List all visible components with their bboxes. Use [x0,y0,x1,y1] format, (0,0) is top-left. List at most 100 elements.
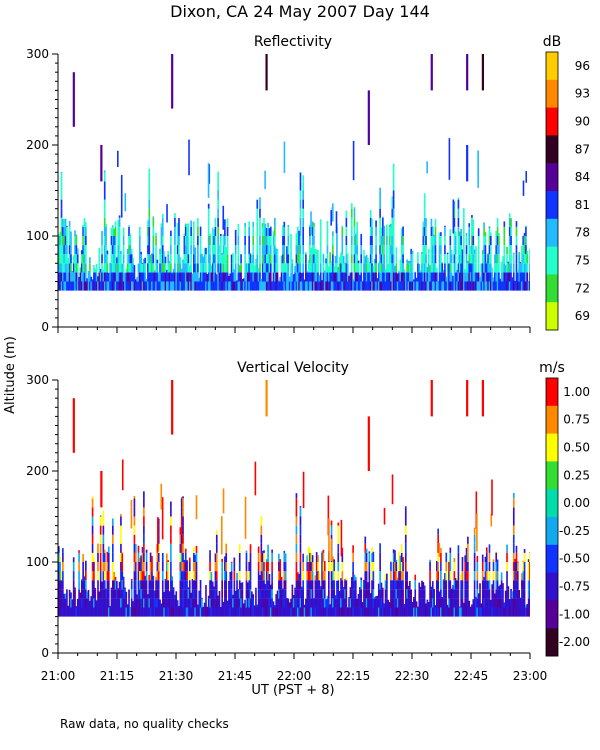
echo-cell [345,272,348,282]
echo-cell [368,551,371,553]
echo-cell [124,598,126,608]
echo-cell [314,281,317,291]
echo-cell [296,245,299,255]
echo-cell [454,231,457,236]
echo-cell [237,254,240,264]
echo-cell [309,589,311,599]
echo-cell [400,571,403,581]
echo-cell [209,272,211,282]
echo-cell [404,607,407,617]
echo-cell [498,272,500,282]
echo-cell [290,598,292,608]
echo-cell [279,281,282,291]
echo-cell [121,552,124,554]
echo-cell [498,263,500,273]
echo-cell [441,598,444,608]
echo-cell [99,571,102,581]
echo-cell [367,281,369,291]
echo-cell [124,589,126,599]
echo-cell [467,562,469,572]
echo-cell [341,547,344,553]
echo-cell [91,525,94,535]
echo-cell [391,607,394,617]
echo-cell [373,281,376,291]
echo-cell [128,236,130,246]
echo-cell [170,516,172,526]
echo-cell [337,580,340,590]
echo-cell [68,254,71,264]
echo-cell [85,562,87,572]
echo-cell [386,607,388,617]
echo-cell [62,236,64,246]
echo-cell [121,589,124,599]
echo-cell [130,248,133,255]
echo-cell [159,263,161,273]
echo-cell [419,586,422,590]
echo-cell [68,245,71,255]
echo-cell [365,607,368,617]
echo-cell [353,598,356,608]
echo-cell [184,562,187,572]
echo-cell [460,573,462,581]
echo-cell [271,589,273,599]
echo-cell [161,580,164,590]
echo-cell [445,276,448,282]
echo-cell [310,607,313,617]
echo-cell [492,580,495,590]
echo-cell [168,263,171,273]
echo-cell [477,254,480,264]
echo-cell [117,607,120,617]
echo-cell [271,580,273,590]
echo-cell [458,245,461,255]
echo-cell [494,254,496,264]
echo-cell [309,571,311,581]
echo-cell [242,603,245,608]
echo-cell [109,606,111,608]
echo-cell [114,221,117,227]
echo-cell [341,226,344,236]
echo-cell [388,224,391,227]
echo-cell [483,598,485,608]
echo-cell [283,272,286,282]
echo-cell [264,245,267,255]
echo-cell [299,598,302,608]
echo-cell [387,281,390,291]
echo-cell [436,589,438,599]
echo-cell [344,262,346,264]
echo-cell [184,223,187,227]
echo-cell [434,245,437,255]
echo-cell [457,598,460,608]
echo-cell [512,589,515,599]
echo-cell [473,562,476,572]
echo-cell [391,272,394,282]
echo-cell [193,272,195,282]
echo-cell [353,226,356,236]
echo-cell [442,598,445,608]
echo-cell [346,607,349,609]
echo-cell [303,281,306,291]
echo-cell [290,272,292,282]
echo-cell [436,607,438,617]
echo-cell [184,607,187,617]
echo-cell [257,267,260,273]
echo-cell [171,272,174,282]
echo-cell [330,571,333,581]
echo-cell [184,226,187,236]
echo-cell [522,236,525,246]
echo-cell [190,245,192,255]
echo-cell [272,236,275,246]
echo-cell [453,201,456,209]
echo-cell [121,607,124,617]
echo-cell [265,562,268,572]
echo-cell [467,543,469,553]
echo-cell [184,272,187,282]
echo-cell [322,589,325,599]
echo-cell [188,571,191,581]
echo-cell [74,589,76,599]
echo-cell [134,279,137,282]
echo-cell [70,236,72,246]
echo-cell [221,254,223,264]
echo-cell [295,598,298,608]
echo-cell [409,260,411,264]
echo-cell [326,226,329,236]
